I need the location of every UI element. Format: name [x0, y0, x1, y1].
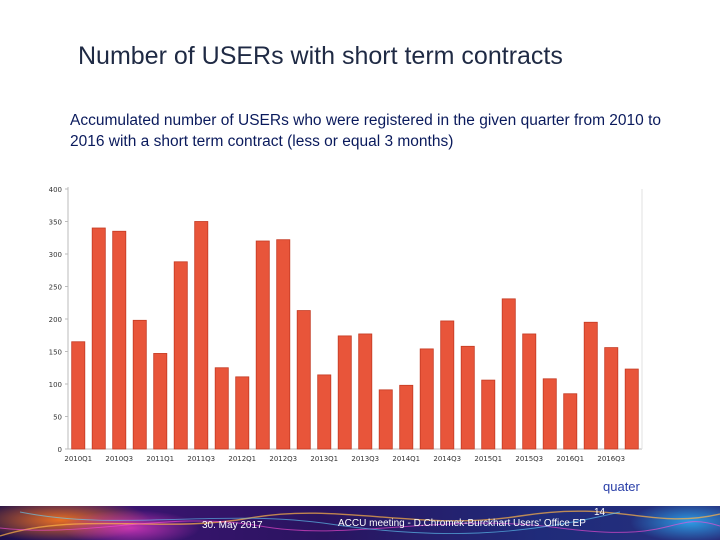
bar-2013Q4 [378, 389, 393, 450]
y-tick-label: 200 [49, 316, 62, 324]
footer-graphic [0, 506, 720, 540]
x-tick-label: 2013Q1 [310, 455, 338, 463]
y-tick-label: 300 [49, 251, 62, 259]
bar-2012Q1 [235, 376, 250, 450]
chart-bars [71, 221, 639, 450]
bar-2013Q2 [337, 335, 352, 450]
x-tick-label: 2012Q3 [269, 455, 297, 463]
footer-page-number: 14 [594, 507, 606, 518]
bar-2016Q3 [604, 347, 619, 450]
bar-2012Q2 [255, 240, 270, 450]
y-tick-label: 0 [58, 446, 62, 454]
slide-subtitle: Accumulated number of USERs who were reg… [70, 112, 662, 150]
bar-2015Q1 [481, 379, 496, 450]
x-tick-label: 2015Q3 [515, 455, 543, 463]
bar-2011Q3 [194, 221, 209, 450]
footer-date: 30. May 2017 [202, 520, 263, 531]
x-tick-label: 2011Q1 [146, 455, 174, 463]
bar-2010Q3 [112, 230, 127, 450]
bar-2010Q4 [132, 319, 147, 450]
bar-2014Q4 [460, 345, 475, 450]
bar-2011Q4 [214, 367, 229, 450]
bar-2015Q3 [522, 333, 537, 450]
bar-2013Q3 [358, 333, 373, 450]
x-tick-label: 2012Q1 [228, 455, 256, 463]
y-tick-label: 350 [49, 219, 62, 227]
bar-2014Q2 [419, 348, 434, 450]
footer-text: ACCU meeting - D.Chromek-Burckhart Users… [338, 518, 586, 529]
x-axis-label: quater [603, 479, 640, 494]
x-tick-labels: 2010Q1 2010Q3 2011Q1 2011Q3 2012Q1 2012Q3 2013… [64, 455, 625, 463]
bar-2014Q1 [399, 384, 414, 450]
x-tick-label: 2016Q1 [556, 455, 584, 463]
bar-2013Q1 [317, 374, 332, 450]
x-tick-label: 2014Q3 [433, 455, 461, 463]
x-tick-label: 2014Q1 [392, 455, 420, 463]
bar-2011Q1 [153, 353, 168, 450]
footer-band [0, 506, 720, 540]
x-tick-label: 2013Q3 [351, 455, 379, 463]
bar-2010Q1 [71, 341, 86, 450]
x-tick-label: 2010Q3 [105, 455, 133, 463]
y-tick-label: 400 [49, 186, 62, 194]
y-tick-label: 250 [49, 284, 62, 292]
bar-2012Q4 [296, 310, 311, 450]
bar-2015Q4 [542, 378, 557, 450]
bar-2010Q2 [91, 227, 106, 450]
bar-2015Q2 [501, 298, 516, 450]
x-tick-label: 2015Q1 [474, 455, 502, 463]
y-tick-labels: 0 50 100 150 200 250 300 350 400 [49, 186, 62, 454]
x-tick-label: 2016Q3 [597, 455, 625, 463]
slide-title: Number of USERs with short term contract… [78, 42, 563, 70]
bar-2016Q1 [563, 393, 578, 450]
bar-2011Q2 [173, 261, 188, 450]
x-tick-label: 2010Q1 [64, 455, 92, 463]
bar-2014Q3 [440, 320, 455, 450]
bar-2016Q4 [624, 368, 639, 450]
bar-2016Q2 [583, 321, 598, 450]
y-tick-label: 50 [53, 414, 62, 422]
x-tick-label: 2011Q3 [187, 455, 215, 463]
y-tick-label: 150 [49, 349, 62, 357]
y-tick-label: 100 [49, 381, 62, 389]
bar-2012Q3 [276, 239, 291, 450]
